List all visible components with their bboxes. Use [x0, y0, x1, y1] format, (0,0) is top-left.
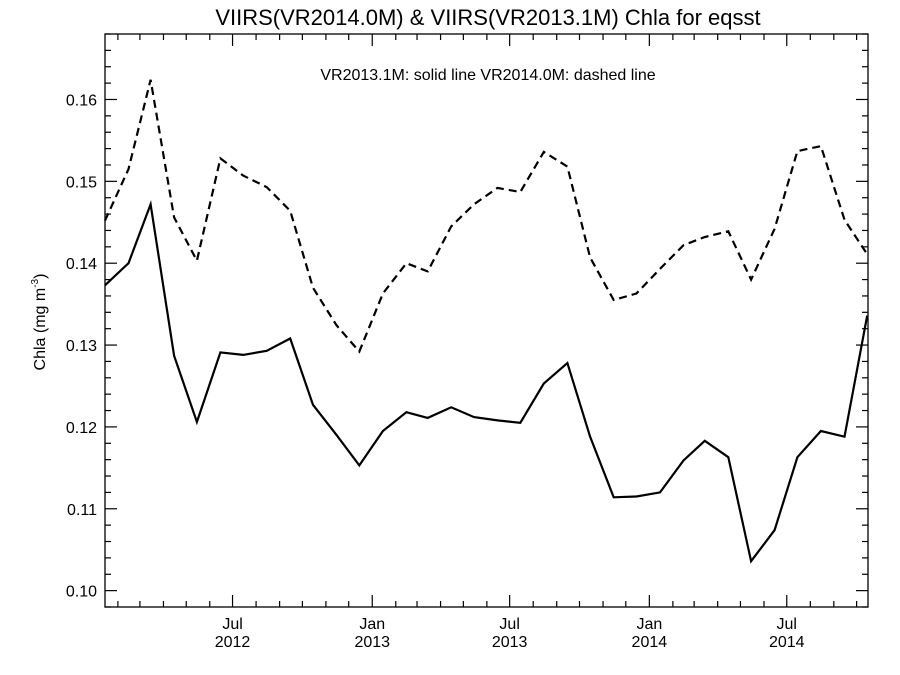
y-tick-label: 0.10: [66, 584, 97, 601]
x-tick-label-month: Jul: [499, 616, 519, 633]
y-axis-label-main: Chla (mg m: [32, 288, 49, 371]
x-tick-label-month: Jan: [359, 616, 385, 633]
y-axis-label: Chla (mg m-3): [30, 274, 49, 371]
x-tick-label-year: 2012: [215, 634, 251, 651]
y-tick-label: 0.16: [66, 92, 97, 109]
legend-text: VR2013.1M: solid line VR2014.0M: dashed …: [320, 67, 655, 84]
ticks-layer: [105, 33, 868, 608]
chart-title: VIIRS(VR2014.0M) & VIIRS(VR2013.1M) Chla…: [215, 5, 760, 30]
y-tick-label: 0.13: [66, 338, 97, 355]
x-tick-label-month: Jan: [636, 616, 662, 633]
x-tick-label-year: 2013: [492, 634, 528, 651]
x-tick-label-year: 2013: [354, 634, 390, 651]
y-tick-label: 0.15: [66, 174, 97, 191]
y-axis-label-superscript: -3: [30, 278, 41, 287]
y-axis-label-close: ): [32, 274, 49, 279]
x-tick-label-month: Jul: [777, 616, 797, 633]
x-tick-label-year: 2014: [769, 634, 805, 651]
series-layer: [103, 79, 869, 564]
series-line-dashed: [103, 79, 869, 354]
tick-labels-layer: 0.100.110.120.130.140.150.16Jul2012Jan20…: [66, 92, 805, 651]
y-tick-label: 0.11: [67, 502, 97, 519]
plot-frame: [104, 33, 869, 608]
x-tick-label-year: 2014: [632, 634, 668, 651]
x-tick-label-month: Jul: [222, 616, 242, 633]
series-line-solid: [104, 199, 869, 564]
y-tick-label: 0.14: [66, 256, 97, 273]
y-tick-label: 0.12: [66, 420, 97, 437]
